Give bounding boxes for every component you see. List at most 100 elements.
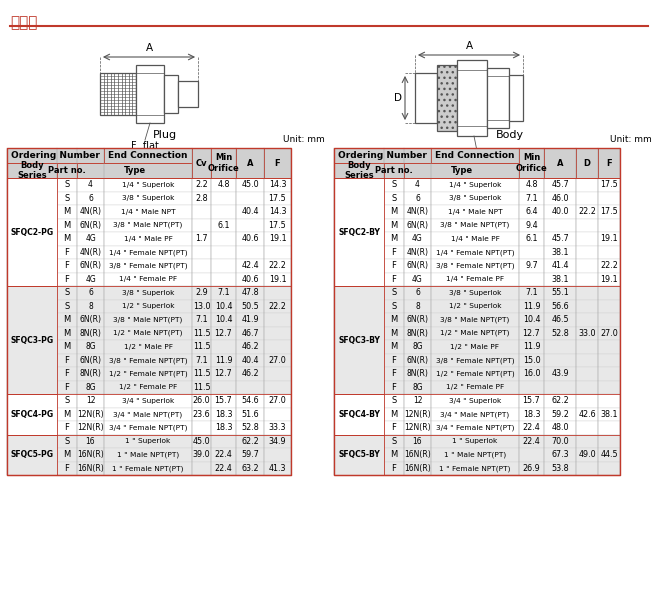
Text: F: F	[606, 158, 612, 167]
Bar	[334, 394, 384, 408]
Text: 16N(R): 16N(R)	[77, 450, 104, 459]
Text: 34.9: 34.9	[269, 437, 286, 446]
Text: 22.2: 22.2	[269, 262, 287, 270]
Text: 1/2 " Female PF: 1/2 " Female PF	[446, 384, 504, 390]
Text: 19.1: 19.1	[269, 275, 286, 284]
Text: 3/8 " Female NPT(PT): 3/8 " Female NPT(PT)	[109, 263, 187, 269]
Bar	[384, 408, 404, 421]
Bar	[576, 313, 598, 326]
Text: F: F	[65, 369, 69, 378]
Bar	[211, 394, 236, 408]
Bar	[404, 232, 431, 246]
Bar	[598, 246, 620, 259]
Bar	[104, 299, 192, 313]
Bar	[7, 178, 57, 191]
Text: SFQC4-PG: SFQC4-PG	[11, 410, 53, 419]
Text: 45.7: 45.7	[551, 180, 569, 189]
Text: Body: Body	[496, 130, 524, 140]
Bar	[7, 163, 57, 178]
Bar	[7, 299, 57, 313]
Text: 3/4 " Female NPT(PT): 3/4 " Female NPT(PT)	[436, 425, 514, 431]
Text: 9.7: 9.7	[525, 262, 538, 270]
Bar	[211, 354, 236, 367]
Bar	[384, 340, 404, 354]
Text: SFQC2-BY: SFQC2-BY	[338, 227, 380, 236]
Bar	[7, 148, 104, 163]
Bar	[431, 367, 519, 381]
Bar	[384, 273, 404, 286]
Bar	[236, 273, 264, 286]
Text: 16: 16	[86, 437, 96, 446]
Bar	[7, 326, 57, 340]
Text: 17.5: 17.5	[600, 180, 618, 189]
Bar	[264, 354, 291, 367]
Bar	[431, 191, 519, 205]
Text: Type: Type	[451, 166, 473, 175]
Text: 15.7: 15.7	[523, 397, 540, 405]
Bar	[264, 408, 291, 421]
Text: D: D	[583, 158, 590, 167]
Bar	[431, 273, 519, 286]
Text: 22.2: 22.2	[578, 207, 596, 216]
Bar	[264, 148, 291, 178]
Bar	[77, 408, 104, 421]
Bar	[104, 394, 192, 408]
Text: SFQC5-PG: SFQC5-PG	[11, 450, 53, 459]
Bar	[384, 205, 404, 219]
Text: 12N(R): 12N(R)	[77, 410, 104, 419]
Bar	[384, 448, 404, 461]
Text: M: M	[390, 342, 397, 351]
Bar	[104, 313, 192, 326]
Bar	[236, 340, 264, 354]
Bar	[192, 205, 211, 219]
Bar	[57, 219, 77, 232]
Text: 12.7: 12.7	[215, 369, 233, 378]
Bar	[7, 394, 57, 408]
Text: SFQC4-BY: SFQC4-BY	[338, 410, 380, 419]
Bar	[384, 191, 404, 205]
Bar	[544, 313, 576, 326]
Bar	[57, 259, 77, 273]
Text: F: F	[65, 382, 69, 392]
Bar	[404, 394, 431, 408]
Text: S: S	[391, 397, 397, 405]
Bar	[519, 191, 544, 205]
Bar	[211, 219, 236, 232]
Bar	[192, 448, 211, 461]
Bar	[7, 340, 57, 354]
Text: 17.5: 17.5	[269, 194, 287, 203]
Text: 3/8 " Superlok: 3/8 " Superlok	[122, 196, 174, 201]
Text: F: F	[65, 247, 69, 257]
Bar	[404, 326, 431, 340]
Bar	[334, 148, 620, 475]
Bar	[236, 205, 264, 219]
Bar	[264, 394, 291, 408]
Bar	[431, 340, 519, 354]
Text: S: S	[65, 288, 70, 297]
Bar	[192, 421, 211, 434]
Bar	[264, 259, 291, 273]
Text: 52.8: 52.8	[241, 423, 259, 432]
Bar	[57, 421, 77, 434]
Text: S: S	[65, 194, 70, 203]
Bar	[334, 367, 384, 381]
Text: 1/4 " Male NPT: 1/4 " Male NPT	[121, 209, 175, 214]
Text: 49.0: 49.0	[578, 450, 596, 459]
Bar	[57, 205, 77, 219]
Bar	[334, 421, 384, 434]
Bar	[77, 381, 104, 394]
Bar	[77, 299, 104, 313]
Text: F: F	[65, 262, 69, 270]
Bar	[104, 461, 192, 475]
Bar	[104, 434, 192, 448]
Text: 1/2 " Superlok: 1/2 " Superlok	[449, 303, 501, 309]
Bar	[334, 191, 384, 205]
Text: 6N(R): 6N(R)	[80, 262, 101, 270]
Text: 42.6: 42.6	[578, 410, 596, 419]
Bar	[576, 191, 598, 205]
Text: 22.2: 22.2	[600, 262, 618, 270]
Bar	[487, 68, 509, 128]
Bar	[104, 340, 192, 354]
Bar	[236, 381, 264, 394]
Text: 6.1: 6.1	[525, 234, 538, 243]
